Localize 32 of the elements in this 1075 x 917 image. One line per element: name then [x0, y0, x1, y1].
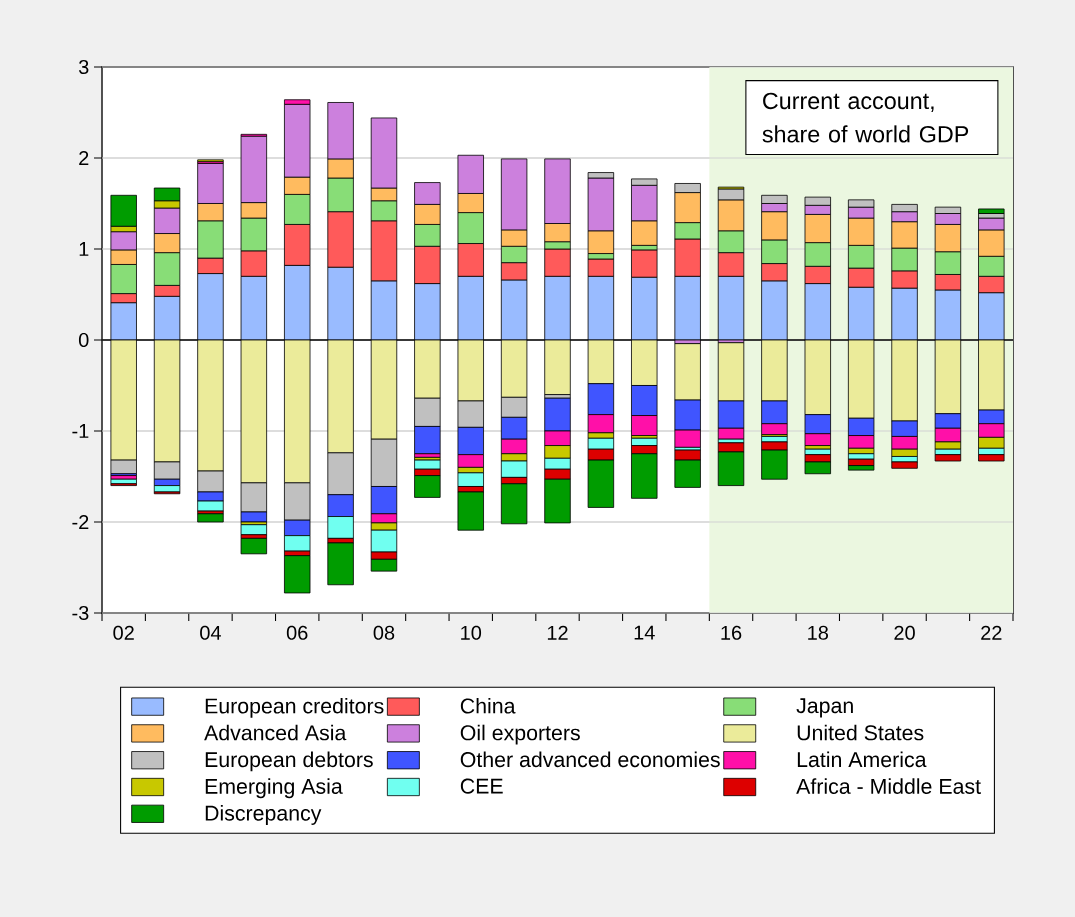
x-tick-label: 20: [894, 625, 915, 640]
x-tick-label: 16: [721, 625, 742, 640]
legend-label: Africa - Middle East: [796, 778, 981, 794]
x-tick-label: 10: [461, 625, 482, 640]
y-tick-label: 3: [78, 59, 89, 75]
text: Current account, share of world GDP: [762, 92, 969, 143]
x-tick-label: 14: [634, 625, 655, 640]
x-tick-label: 22: [981, 625, 1002, 640]
y-tick-label: 2: [79, 151, 89, 165]
y-tick-label: 1: [79, 242, 89, 256]
legend-label: Japan: [796, 698, 853, 718]
x-tick-label: 18: [808, 625, 829, 640]
legend-label: China: [460, 697, 516, 714]
legend-label: Advanced Asia: [204, 724, 347, 741]
legend-label: Discrepancy: [205, 805, 322, 825]
x-tick-label: 06: [286, 625, 308, 640]
legend-label: European creditors: [205, 697, 384, 718]
y-tick-label: -1: [72, 424, 89, 438]
legend-label: United States: [797, 724, 924, 741]
legend-label: European debtors: [205, 751, 373, 772]
y-tick-label: -3: [72, 605, 89, 621]
x-tick-label: 02: [113, 625, 134, 640]
x-tick-label: 08: [373, 625, 395, 640]
legend-label: CEE: [460, 778, 503, 794]
x-tick-label: 12: [547, 625, 568, 640]
legend-label: Other advanced economies: [460, 751, 720, 768]
legend-label: Emerging Asia: [205, 778, 343, 799]
x-tick-label: 04: [200, 625, 221, 640]
y-tick-label: -2: [72, 515, 89, 529]
legend-label: Oil exporters: [460, 724, 580, 745]
legend-label: Latin America: [797, 751, 927, 768]
y-tick-label: 0: [78, 332, 89, 348]
